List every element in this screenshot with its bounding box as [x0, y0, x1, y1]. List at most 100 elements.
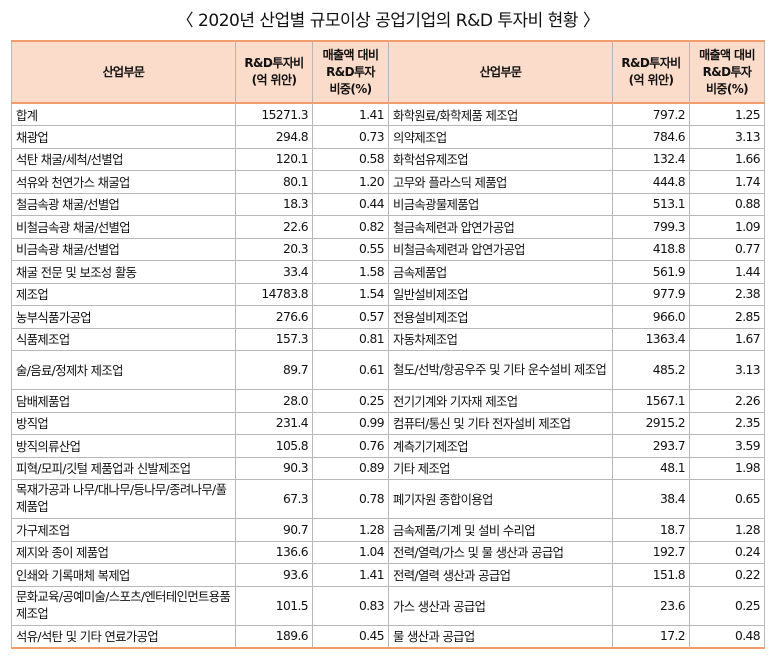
- industry-name-left: 제지와 종이 제품업: [11, 540, 236, 564]
- industry-name-left: 비금속광 채굴/선별업: [11, 237, 236, 261]
- ratio-value-right: 3.59: [689, 434, 765, 458]
- industry-name-right: 고무와 플라스딕 제품업: [388, 170, 613, 194]
- ratio-value-right: 0.24: [689, 540, 765, 564]
- ratio-value-left: 0.83: [312, 585, 389, 626]
- table-row: 채굴 전문 및 보조성 활동 33.4 1.58 금속제품업 561.9 1.44: [11, 260, 765, 284]
- rd-value-right: 192.7: [612, 540, 690, 564]
- ratio-value-left: 1.04: [312, 540, 389, 564]
- rd-value-right: 48.1: [612, 456, 690, 480]
- industry-name-left: 채광업: [11, 125, 236, 149]
- table-row: 방직의류산업 105.8 0.76 계측기기제조업 293.7 3.59: [11, 434, 765, 458]
- rd-value-left: 89.7: [235, 350, 313, 390]
- industry-name-left: 목재가공과 나무/대나무/등나무/종려나무/풀 제품업: [11, 479, 236, 519]
- ratio-value-left: 0.99: [312, 411, 389, 435]
- industry-name-left: 합계: [11, 102, 236, 126]
- rd-value-left: 67.3: [235, 479, 313, 519]
- rd-value-left: 80.1: [235, 170, 313, 194]
- ratio-value-left: 0.82: [312, 215, 389, 239]
- header-industry-right: 산업부문: [388, 40, 613, 104]
- ratio-value-right: 1.98: [689, 456, 765, 480]
- rd-value-right: 444.8: [612, 170, 690, 194]
- table-row: 가구제조업 90.7 1.28 금속제품/기계 및 설비 수리업 18.7 1.28: [11, 518, 765, 542]
- industry-name-right: 가스 생산과 공급업: [388, 585, 613, 626]
- industry-name-right: 금속제품업: [388, 260, 613, 284]
- ratio-value-left: 1.28: [312, 518, 389, 542]
- industry-name-right: 의약제조업: [388, 125, 613, 149]
- ratio-value-right: 1.74: [689, 170, 765, 194]
- industry-name-left: 비철금속광 채굴/선별업: [11, 215, 236, 239]
- rd-value-left: 189.6: [235, 624, 313, 648]
- industry-name-right: 화학원료/화학제품 제조업: [388, 102, 613, 126]
- rd-value-left: 120.1: [235, 147, 313, 171]
- rd-value-left: 15271.3: [235, 102, 313, 126]
- industry-name-left: 방직의류산업: [11, 434, 236, 458]
- industry-name-right: 금속제품/기계 및 설비 수리업: [388, 518, 613, 542]
- industry-name-right: 비금속광물제품업: [388, 192, 613, 216]
- rd-value-right: 799.3: [612, 215, 690, 239]
- table-title: 〈 2020년 산업별 규모이상 공업기업의 R&D 투자비 현황 〉: [176, 11, 600, 31]
- ratio-value-left: 0.57: [312, 305, 389, 329]
- ratio-value-right: 2.38: [689, 282, 765, 306]
- rd-value-left: 105.8: [235, 434, 313, 458]
- industry-name-left: 문화교육/공예미술/스포츠/엔터테인먼트용품 제조업: [11, 585, 236, 626]
- industry-name-right: 비철금속제련과 압연가공업: [388, 237, 613, 261]
- rd-value-right: 485.2: [612, 350, 690, 390]
- ratio-value-right: 1.09: [689, 215, 765, 239]
- rd-value-right: 513.1: [612, 192, 690, 216]
- rd-value-right: 784.6: [612, 125, 690, 149]
- rd-value-left: 276.6: [235, 305, 313, 329]
- rd-value-left: 294.8: [235, 125, 313, 149]
- industry-name-left: 농부식품가공업: [11, 305, 236, 329]
- table-row: 인쇄와 기록매체 복제업 93.6 1.41 전력/열력 생산과 공급업 151.8 0.…: [11, 563, 765, 587]
- header-ratio-left: 매출액 대비 R&D투자 비중(%): [312, 40, 389, 104]
- table-body: 합계 15271.3 1.41 화학원료/화학제품 제조업 797.2 1.25 채광업 29…: [11, 102, 765, 648]
- rd-value-left: 90.7: [235, 518, 313, 542]
- ratio-value-left: 1.58: [312, 260, 389, 284]
- ratio-value-left: 0.58: [312, 147, 389, 171]
- ratio-value-right: 1.66: [689, 147, 765, 171]
- industry-name-left: 가구제조업: [11, 518, 236, 542]
- table-header: 산업부문 R&D투자비 (억 위안) 매출액 대비 R&D투자 비중(%) 산업부문 …: [11, 40, 765, 104]
- ratio-value-left: 0.78: [312, 479, 389, 519]
- table-row: 비철금속광 채굴/선별업 22.6 0.82 철금속제련과 압연가공업 799.3 1.0…: [11, 215, 765, 239]
- ratio-value-left: 0.25: [312, 389, 389, 413]
- ratio-value-left: 0.61: [312, 350, 389, 390]
- industry-name-right: 폐기자원 종합이용업: [388, 479, 613, 519]
- table-row: 비금속광 채굴/선별업 20.3 0.55 비철금속제련과 압연가공업 418.8 0.7…: [11, 237, 765, 261]
- rd-value-right: 418.8: [612, 237, 690, 261]
- industry-name-left: 방직업: [11, 411, 236, 435]
- ratio-value-left: 0.89: [312, 456, 389, 480]
- table-row: 석유/석탄 및 기타 연료가공업 189.6 0.45 물 생산과 공급업 17.2 0.…: [11, 624, 765, 648]
- industry-name-right: 전용설비제조업: [388, 305, 613, 329]
- table-row: 농부식품가공업 276.6 0.57 전용설비제조업 966.0 2.85: [11, 305, 765, 329]
- rd-value-right: 561.9: [612, 260, 690, 284]
- industry-name-right: 철도/선박/항공우주 및 기타 운수설비 제조업: [388, 350, 613, 390]
- table-row: 피혁/모피/깃털 제품업과 신발제조업 90.3 0.89 기타 제조업 48.1 1.9…: [11, 456, 765, 480]
- table-row: 석탄 채굴/세척/선별업 120.1 0.58 화학섬유제조업 132.4 1.66: [11, 147, 765, 171]
- industry-name-right: 물 생산과 공급업: [388, 624, 613, 648]
- industry-name-left: 인쇄와 기록매체 복제업: [11, 563, 236, 587]
- ratio-value-right: 1.25: [689, 102, 765, 126]
- table-row: 술/음료/정제차 제조업 89.7 0.61 철도/선박/항공우주 및 기타 운수설비…: [11, 350, 765, 390]
- industry-name-right: 화학섬유제조업: [388, 147, 613, 171]
- ratio-value-right: 0.88: [689, 192, 765, 216]
- header-industry-left: 산업부문: [11, 40, 236, 104]
- ratio-value-right: 3.13: [689, 125, 765, 149]
- industry-name-right: 계측기기제조업: [388, 434, 613, 458]
- rd-value-left: 231.4: [235, 411, 313, 435]
- industry-name-left: 식품제조업: [11, 327, 236, 351]
- industry-name-right: 전기기계와 기자재 제조업: [388, 389, 613, 413]
- ratio-value-left: 1.54: [312, 282, 389, 306]
- industry-name-left: 석탄 채굴/세척/선별업: [11, 147, 236, 171]
- rd-value-right: 23.6: [612, 585, 690, 626]
- ratio-value-left: 0.76: [312, 434, 389, 458]
- table-row: 제지와 종이 제품업 136.6 1.04 전력/열력/가스 및 물 생산과 공급업 1…: [11, 540, 765, 564]
- industry-name-left: 채굴 전문 및 보조성 활동: [11, 260, 236, 284]
- industry-name-right: 일반설비제조업: [388, 282, 613, 306]
- rd-value-left: 33.4: [235, 260, 313, 284]
- ratio-value-right: 0.77: [689, 237, 765, 261]
- rd-value-right: 2915.2: [612, 411, 690, 435]
- rd-value-right: 132.4: [612, 147, 690, 171]
- rd-value-right: 17.2: [612, 624, 690, 648]
- ratio-value-left: 0.73: [312, 125, 389, 149]
